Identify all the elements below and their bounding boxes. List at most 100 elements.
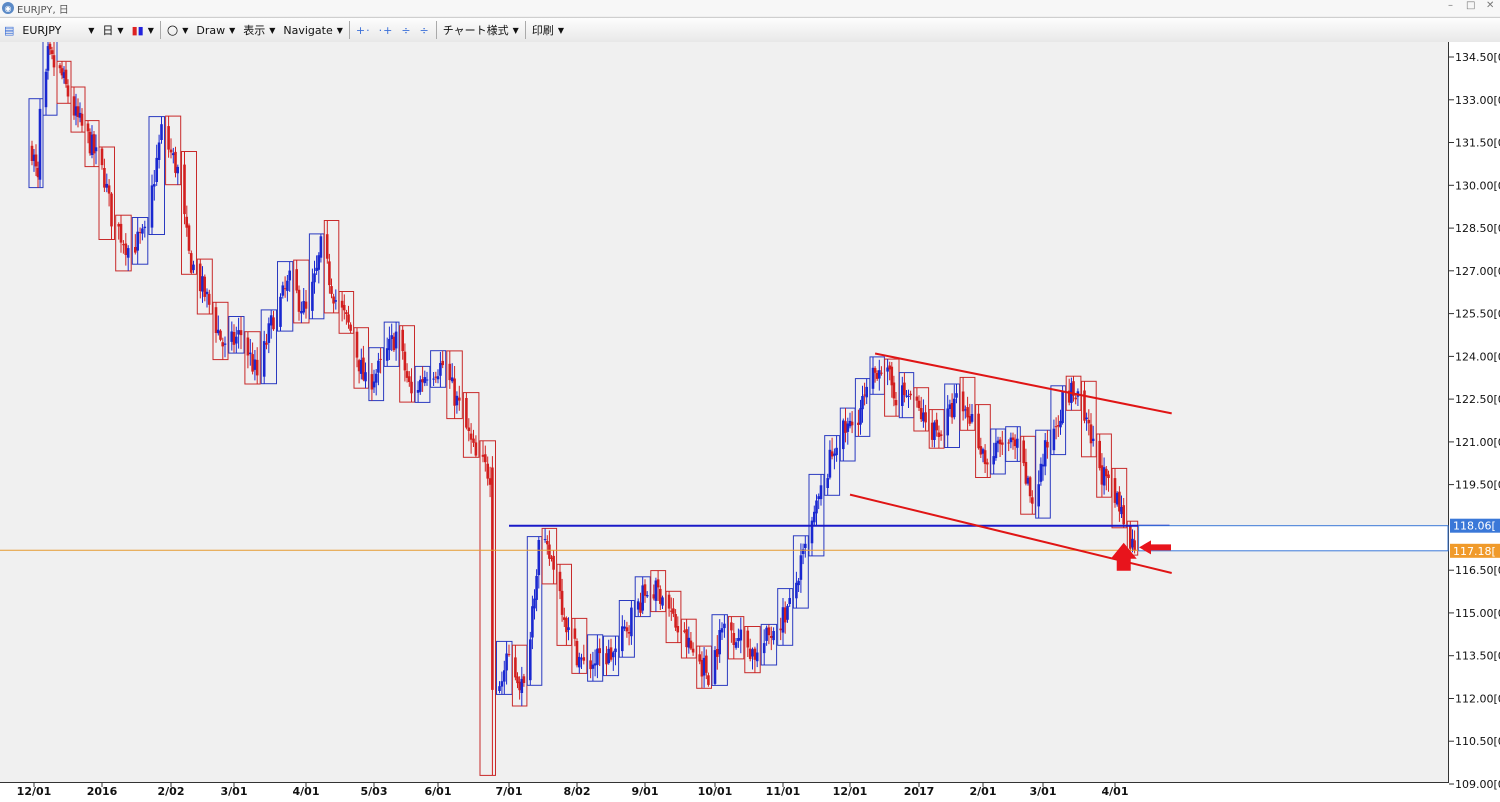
range-box xyxy=(368,347,385,402)
candle-body xyxy=(770,635,773,638)
candle-body xyxy=(826,478,829,488)
price-tick-label: 115.00[0 xyxy=(1455,607,1500,620)
candle-body xyxy=(419,379,422,392)
candle-body xyxy=(861,396,864,410)
candle-body xyxy=(878,370,881,379)
candle-body xyxy=(535,575,538,600)
candle-body xyxy=(607,648,610,664)
chart-style-menu[interactable]: チャート様式 ▼ xyxy=(439,20,523,40)
range-box xyxy=(696,645,713,689)
candle-body xyxy=(924,412,927,423)
candle-body xyxy=(779,628,782,631)
candle-body xyxy=(558,571,562,592)
candle-body xyxy=(58,65,62,69)
candle-body xyxy=(605,653,608,665)
close-icon[interactable]: ✕ xyxy=(1486,0,1495,11)
crosshair-right-icon[interactable]: ·+ xyxy=(378,23,394,37)
symbol-select[interactable]: EURJPY ▼ xyxy=(18,20,98,40)
price-tick-label: 130.00[0 xyxy=(1455,179,1500,192)
candle-body xyxy=(983,450,987,465)
candle-body xyxy=(458,397,461,401)
app-logo-icon: ◉ xyxy=(2,2,14,14)
draw-menu[interactable]: Draw ▼ xyxy=(192,20,239,40)
candle-body xyxy=(659,588,662,604)
candle-body xyxy=(401,329,404,352)
display-label: 表示 xyxy=(243,24,266,37)
price-chart[interactable]: 134.50[0 133.00[0 131.50[0 130.00[0 128.50[0… xyxy=(0,42,1500,802)
candle-body xyxy=(915,396,919,401)
candle-body xyxy=(325,234,329,259)
candle-body xyxy=(1129,525,1132,549)
maximize-icon[interactable]: □ xyxy=(1466,0,1476,11)
candle-body xyxy=(416,390,420,393)
candle-body xyxy=(516,676,519,684)
date-tick-label: 2016 xyxy=(87,785,118,798)
candle-body xyxy=(894,400,898,406)
chevron-down-icon: ▼ xyxy=(147,25,154,35)
candle-body xyxy=(707,675,710,685)
crosshair-down-icon[interactable]: ÷ xyxy=(419,23,430,37)
date-tick-label: 10/01 xyxy=(698,785,733,798)
period-select[interactable]: 日 ▼ xyxy=(98,20,127,40)
candle-body xyxy=(961,391,965,412)
shape-select[interactable]: ○ ▼ xyxy=(163,20,193,40)
crosshair-up-icon[interactable]: ÷ xyxy=(401,23,412,37)
candle-body xyxy=(737,638,740,642)
candle-body xyxy=(596,648,599,665)
chart-icon[interactable]: ▤ xyxy=(4,23,15,37)
display-menu[interactable]: 表示 ▼ xyxy=(239,20,279,40)
candle-body xyxy=(286,280,289,291)
candle-body xyxy=(552,555,555,570)
candle-body xyxy=(1028,477,1032,497)
range-box xyxy=(196,258,213,315)
range-box xyxy=(1111,467,1128,529)
candle-body xyxy=(643,584,647,596)
candle-body xyxy=(297,289,301,312)
candle-body xyxy=(518,681,521,691)
candle-body xyxy=(917,400,921,408)
range-box xyxy=(430,350,447,388)
candle-body xyxy=(392,336,396,351)
price-tick-label: 127.00[0 xyxy=(1455,265,1500,278)
candle-body xyxy=(520,678,524,693)
range-box xyxy=(98,146,115,240)
candle-body xyxy=(171,153,175,156)
candle-body xyxy=(1013,439,1017,447)
candle-body xyxy=(1089,424,1093,444)
candle-body xyxy=(901,385,904,406)
price-tick-label: 112.00[0 xyxy=(1455,693,1500,706)
date-tick-label: 3/01 xyxy=(221,785,248,798)
candle-body xyxy=(330,286,333,294)
candle-body xyxy=(66,85,70,97)
navigate-menu[interactable]: Navigate ▼ xyxy=(279,20,347,40)
candle-body xyxy=(232,332,236,345)
chevron-down-icon: ▼ xyxy=(117,25,124,35)
candle-body xyxy=(548,544,551,559)
candle-body xyxy=(221,342,224,347)
candle-body xyxy=(198,263,202,292)
candle-body xyxy=(486,463,489,479)
candle-body xyxy=(269,315,273,326)
circle-icon: ○ xyxy=(166,22,179,38)
price-tick-label: 116.50[0 xyxy=(1455,564,1500,577)
draw-label: Draw xyxy=(196,23,226,37)
candle-body xyxy=(347,314,350,323)
minimize-icon[interactable]: – xyxy=(1448,0,1453,11)
candle-body xyxy=(880,372,883,374)
range-box xyxy=(323,220,340,314)
print-menu[interactable]: 印刷 ▼ xyxy=(528,20,568,40)
candle-body xyxy=(455,395,459,406)
candle-body xyxy=(685,629,688,648)
candles-icon-blue: ▮ xyxy=(137,23,144,37)
candle-body xyxy=(465,398,468,428)
range-box xyxy=(808,473,825,557)
candle-body xyxy=(332,296,335,304)
range-box xyxy=(131,217,149,265)
candle-body xyxy=(439,363,442,376)
range-box xyxy=(792,535,809,609)
candle-body xyxy=(815,500,818,514)
date-tick-label: 2/02 xyxy=(158,785,185,798)
crosshair-left-icon[interactable]: +· xyxy=(355,23,371,37)
candle-style-select[interactable]: ▮ ▮ ▼ xyxy=(128,20,158,40)
candle-body xyxy=(591,664,595,669)
